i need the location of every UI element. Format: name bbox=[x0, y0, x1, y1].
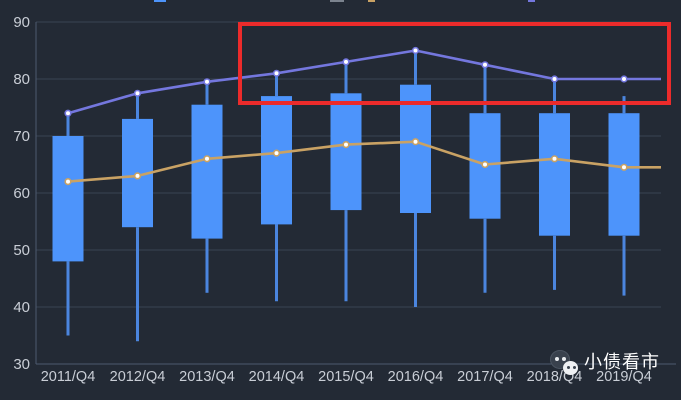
box-2013-Q4 bbox=[191, 104, 223, 239]
middle-line-point-2011-Q4 bbox=[64, 178, 72, 186]
middle-line-point-2017-Q4 bbox=[481, 160, 489, 169]
y-tick-label-70: 70 bbox=[13, 128, 30, 145]
y-tick-label-80: 80 bbox=[13, 71, 30, 88]
y-tick-label-60: 60 bbox=[13, 185, 30, 202]
upper-line-series bbox=[64, 46, 661, 117]
y-tick-label-50: 50 bbox=[13, 242, 30, 259]
box-2018-Q4 bbox=[539, 113, 570, 236]
upper-line-path bbox=[67, 49, 661, 115]
upper-line-point-2016-Q4 bbox=[411, 46, 420, 55]
watermark: 小债看市 bbox=[549, 348, 660, 377]
upper-line-point-2015-Q4 bbox=[342, 58, 350, 66]
upper-line-point-2011-Q4 bbox=[64, 109, 72, 117]
middle-line-point-2012-Q4 bbox=[133, 172, 142, 180]
x-tick-label-2015-Q4: 2015/Q4 bbox=[318, 369, 374, 385]
y-tick-label-40: 40 bbox=[13, 299, 30, 316]
whisker-series bbox=[66, 50, 626, 342]
upper-line-point-2013-Q4 bbox=[203, 78, 211, 86]
middle-line-point-2014-Q4 bbox=[272, 149, 281, 157]
middle-line-point-2016-Q4 bbox=[411, 138, 420, 146]
y-tick-label-30: 30 bbox=[13, 356, 30, 373]
upper-line-point-2014-Q4 bbox=[272, 69, 281, 77]
box-2016-Q4 bbox=[400, 84, 431, 213]
red-highlight-rectangle bbox=[238, 22, 671, 105]
middle-line-point-2015-Q4 bbox=[342, 141, 350, 149]
legend-text-fragment[interactable] bbox=[330, 0, 344, 2]
watermark-text: 小债看市 bbox=[584, 352, 660, 372]
middle-line-point-2019-Q4 bbox=[620, 163, 628, 171]
wechat-icon bbox=[549, 348, 581, 377]
x-tick-label-2019-Q4: 2019/Q4 bbox=[596, 369, 652, 385]
middle-line-path bbox=[67, 140, 661, 183]
upper-line-point-2018-Q4 bbox=[550, 75, 559, 83]
x-tick-label-2016-Q4: 2016/Q4 bbox=[388, 369, 444, 385]
x-tick-label-2013-Q4: 2013/Q4 bbox=[179, 369, 235, 385]
x-tick-label-2014-Q4: 2014/Q4 bbox=[249, 369, 305, 385]
box-2019-Q4 bbox=[608, 113, 640, 236]
upper-line-point-2017-Q4 bbox=[481, 61, 489, 69]
x-tick-label-2011-Q4: 2011/Q4 bbox=[41, 369, 96, 385]
box-2014-Q4 bbox=[261, 96, 292, 225]
x-tick-label-2012-Q4: 2012/Q4 bbox=[110, 369, 166, 385]
y-axis-labels: 90 80 70 60 50 40 30 bbox=[13, 14, 30, 373]
upper-line-point-2012-Q4 bbox=[133, 89, 142, 97]
box-2011-Q4 bbox=[52, 136, 84, 262]
upper-line-point-2019-Q4 bbox=[620, 75, 628, 83]
middle-line-point-2013-Q4 bbox=[203, 155, 211, 163]
middle-line-point-2018-Q4 bbox=[550, 155, 559, 163]
x-tick-label-2017-Q4: 2017/Q4 bbox=[457, 369, 513, 385]
legend-swatch-box-fragment[interactable] bbox=[154, 0, 166, 2]
box-2015-Q4 bbox=[330, 93, 362, 211]
y-tick-label-90: 90 bbox=[13, 14, 30, 31]
legend-swatch-purple-fragment[interactable] bbox=[528, 0, 535, 2]
legend-swatch-orange-fragment[interactable] bbox=[368, 0, 375, 2]
middle-line-series bbox=[64, 138, 661, 186]
box-series bbox=[52, 84, 640, 262]
